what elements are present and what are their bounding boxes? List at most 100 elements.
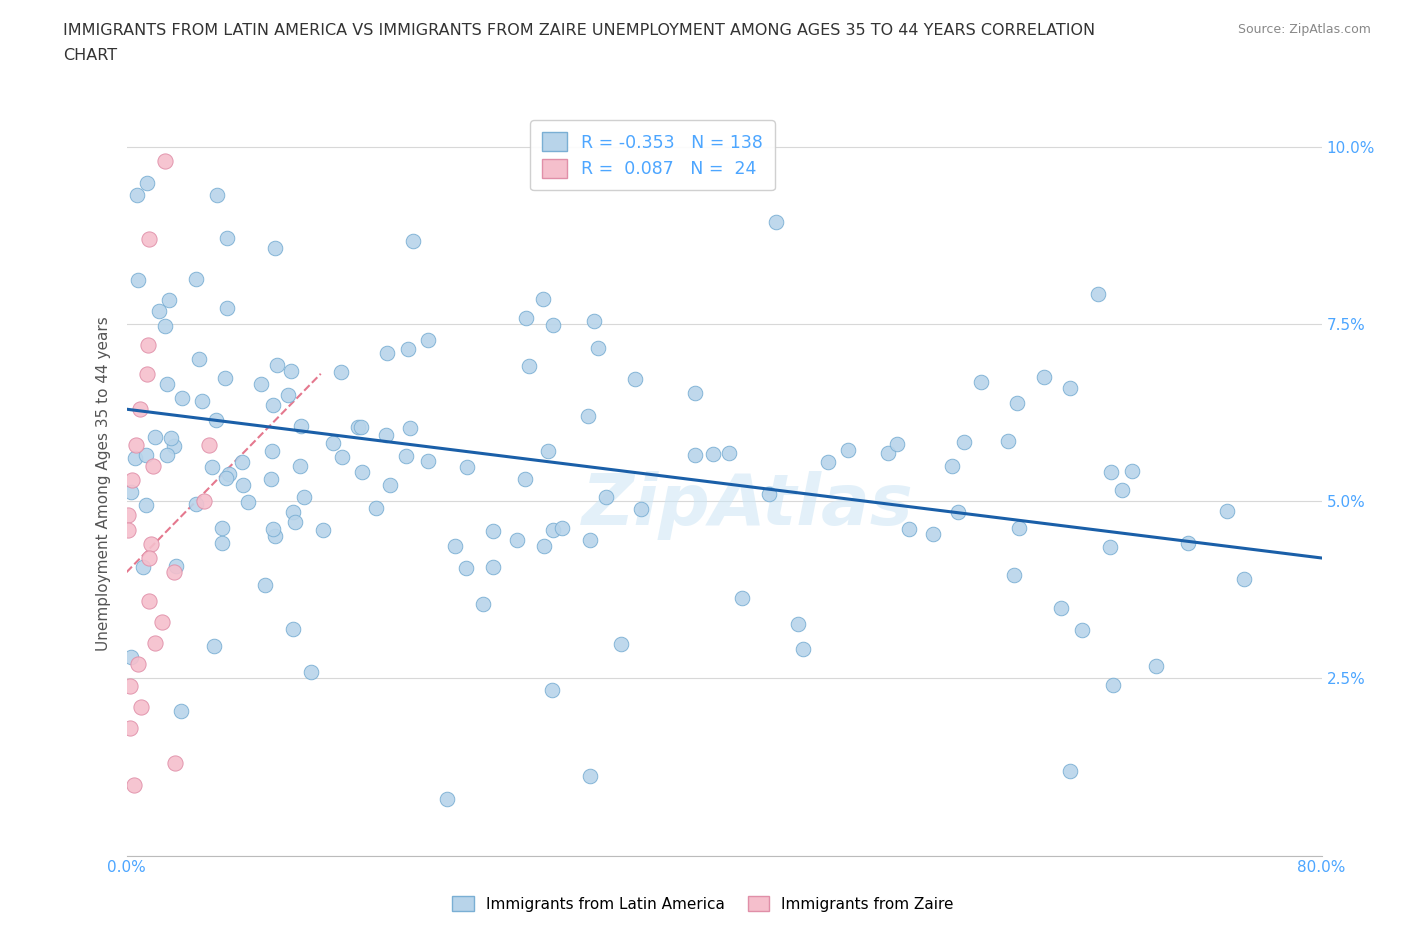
Point: [1087, 286, 1109, 301]
Point: [792, 642, 814, 657]
Point: [170, 703, 193, 718]
Point: [260, 472, 283, 486]
Point: [148, 303, 170, 318]
Point: [290, 458, 312, 473]
Point: [482, 560, 505, 575]
Point: [211, 521, 233, 536]
Point: [1002, 567, 1025, 582]
Point: [515, 311, 537, 325]
Point: [953, 435, 976, 450]
Point: [330, 365, 353, 379]
Point: [533, 538, 555, 553]
Point: [184, 272, 207, 286]
Point: [188, 352, 211, 366]
Point: [299, 665, 322, 680]
Point: [1071, 622, 1094, 637]
Point: [717, 445, 740, 460]
Text: ZipAtlas: ZipAtlas: [582, 472, 914, 540]
Point: [347, 420, 370, 435]
Text: CHART: CHART: [63, 48, 117, 63]
Point: [191, 394, 214, 409]
Point: [1005, 395, 1028, 410]
Point: [817, 455, 839, 470]
Point: [124, 451, 146, 466]
Point: [578, 408, 600, 423]
Point: [685, 447, 707, 462]
Point: [197, 437, 219, 452]
Point: [1059, 380, 1081, 395]
Point: [138, 232, 160, 246]
Point: [120, 485, 142, 499]
Point: [120, 678, 142, 693]
Point: [1099, 464, 1122, 479]
Point: [132, 560, 155, 575]
Point: [218, 467, 240, 482]
Point: [204, 413, 226, 428]
Point: [231, 455, 253, 470]
Point: [1059, 764, 1081, 778]
Point: [1033, 369, 1056, 384]
Point: [366, 501, 388, 516]
Point: [578, 533, 600, 548]
Point: [886, 436, 908, 451]
Point: [217, 231, 239, 246]
Point: [765, 215, 787, 230]
Point: [120, 721, 142, 736]
Point: [117, 508, 139, 523]
Point: [284, 515, 307, 530]
Point: [143, 429, 166, 444]
Point: [1233, 571, 1256, 586]
Point: [125, 188, 148, 203]
Point: [350, 464, 373, 479]
Point: [610, 636, 633, 651]
Legend: R = -0.353   N = 138, R =  0.087   N =  24: R = -0.353 N = 138, R = 0.087 N = 24: [530, 120, 775, 190]
Point: [215, 471, 238, 485]
Point: [138, 551, 160, 565]
Point: [264, 529, 287, 544]
Point: [541, 683, 564, 698]
Point: [156, 376, 179, 391]
Point: [1177, 536, 1199, 551]
Point: [232, 478, 254, 493]
Point: [157, 293, 180, 308]
Point: [541, 523, 564, 538]
Point: [120, 650, 142, 665]
Point: [277, 388, 299, 403]
Point: [402, 233, 425, 248]
Point: [482, 524, 505, 538]
Point: [136, 366, 159, 381]
Point: [1098, 539, 1121, 554]
Point: [322, 435, 344, 450]
Point: [922, 527, 945, 542]
Point: [266, 357, 288, 372]
Point: [1215, 504, 1237, 519]
Point: [138, 593, 160, 608]
Point: [163, 756, 186, 771]
Point: [595, 489, 617, 504]
Point: [513, 472, 536, 486]
Point: [201, 459, 224, 474]
Point: [970, 375, 993, 390]
Point: [150, 615, 173, 630]
Point: [135, 447, 157, 462]
Point: [163, 565, 186, 579]
Point: [215, 301, 238, 316]
Point: [624, 371, 647, 386]
Point: [374, 428, 396, 443]
Point: [283, 621, 305, 636]
Point: [135, 498, 157, 512]
Point: [127, 272, 149, 287]
Point: [1121, 463, 1143, 478]
Point: [214, 370, 236, 385]
Point: [877, 446, 900, 461]
Point: [506, 533, 529, 548]
Point: [156, 447, 179, 462]
Point: [135, 175, 157, 190]
Point: [170, 391, 193, 405]
Point: [683, 386, 706, 401]
Legend: Immigrants from Latin America, Immigrants from Zaire: Immigrants from Latin America, Immigrant…: [446, 889, 960, 918]
Point: [416, 333, 439, 348]
Point: [1144, 658, 1167, 673]
Point: [941, 458, 963, 473]
Point: [582, 313, 605, 328]
